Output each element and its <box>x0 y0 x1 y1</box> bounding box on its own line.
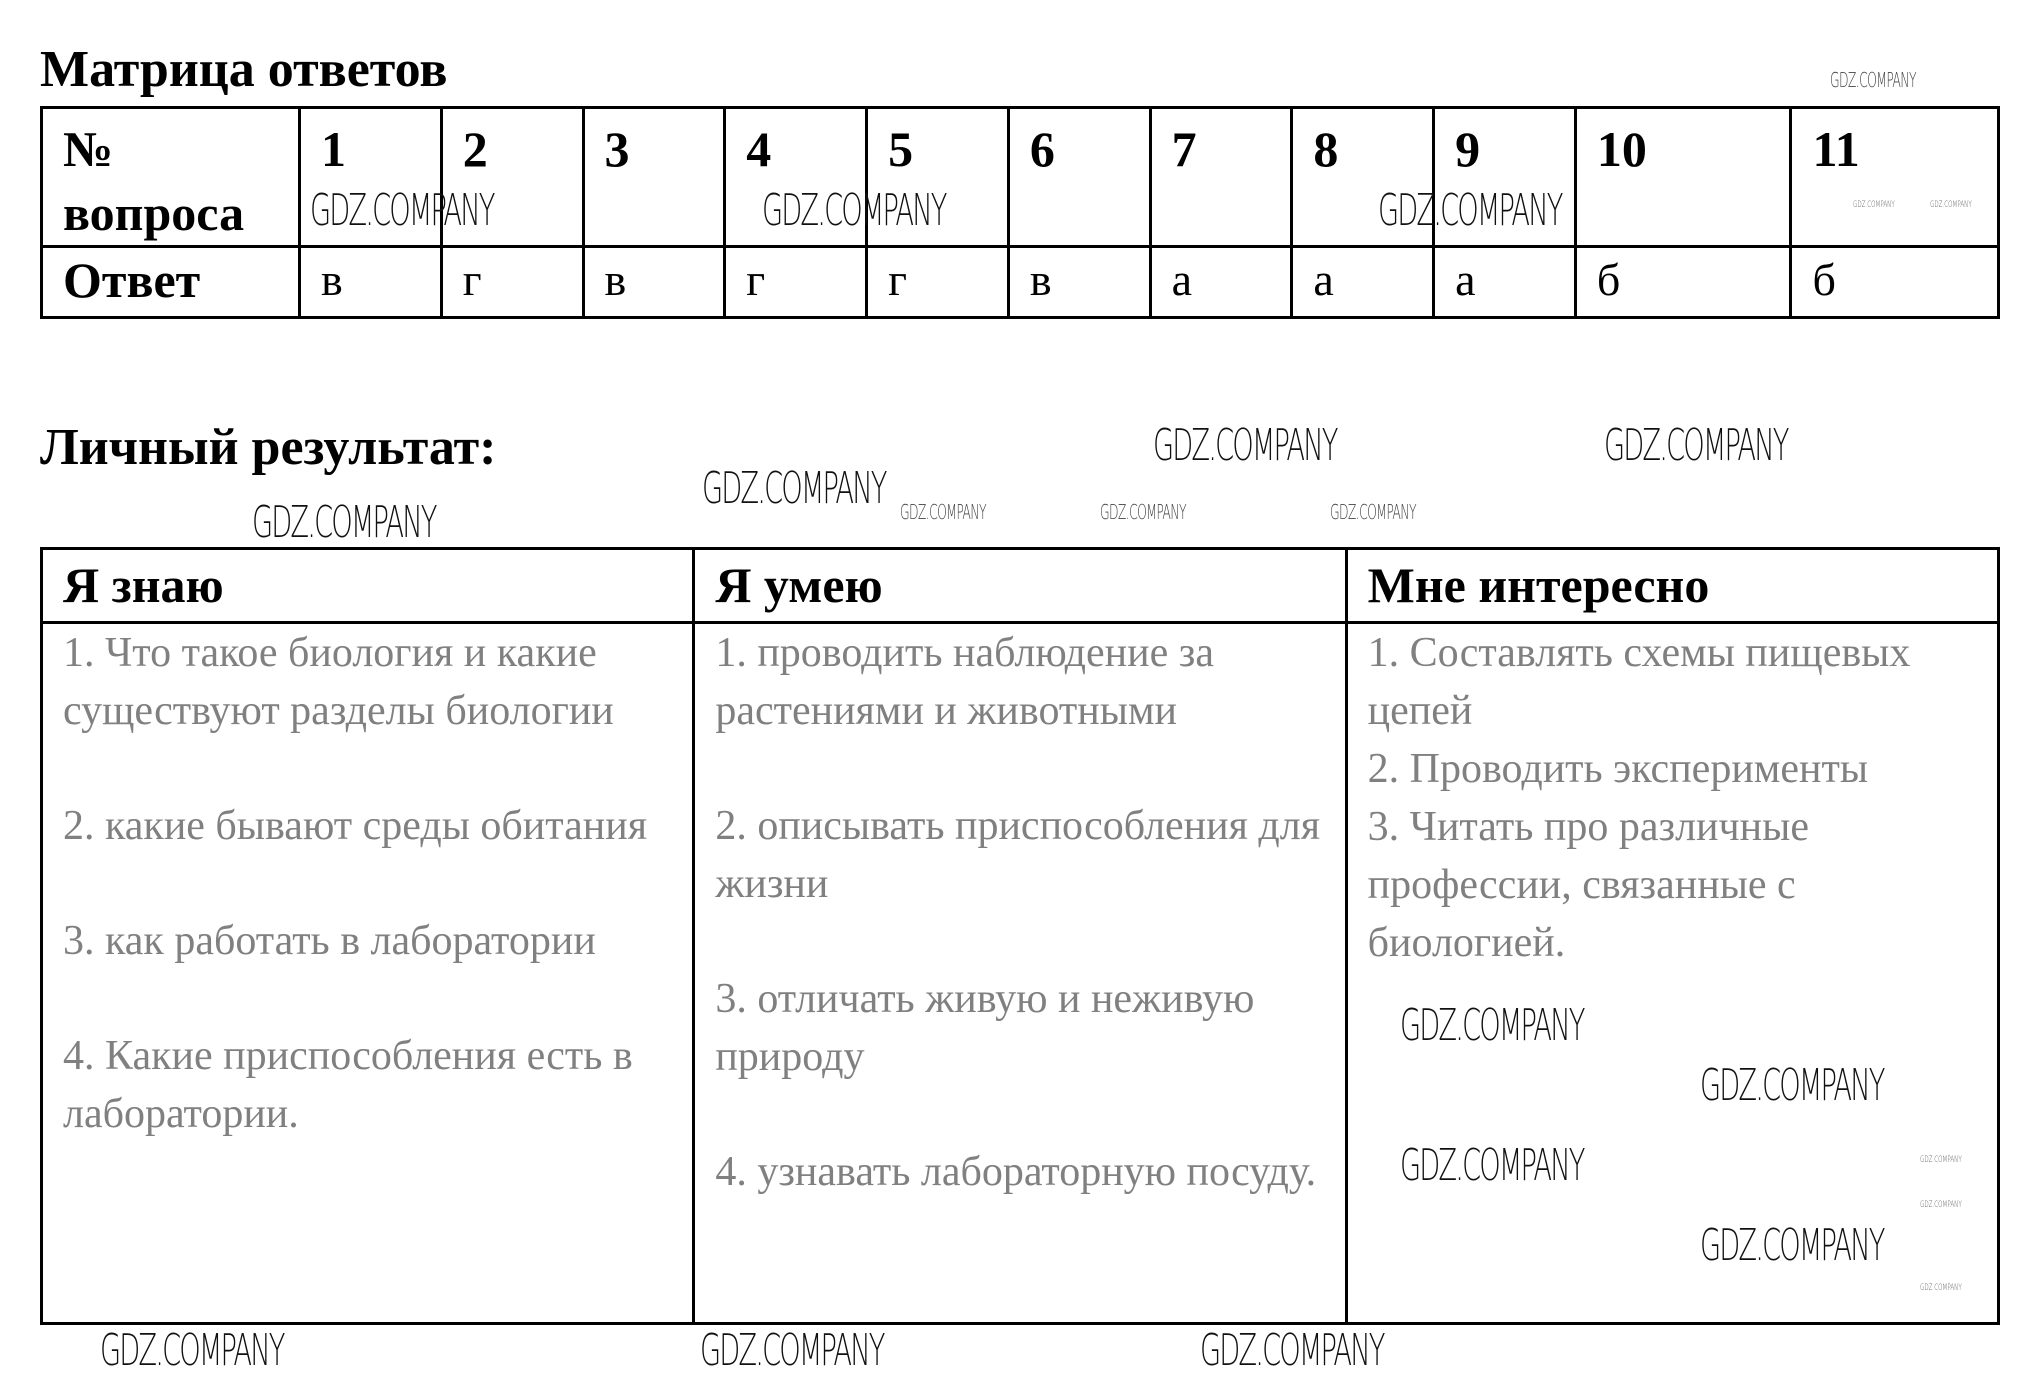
watermark: GDZ.COMPANY <box>1853 200 1895 210</box>
watermark: GDZ.COMPANY <box>1100 500 1187 524</box>
list-item: 3. как работать в лаборатории <box>63 918 596 964</box>
question-number: 10 <box>1573 106 1793 248</box>
column-content: 1. Что такое биология и какие существуют… <box>39 621 696 1325</box>
questions-row: № вопроса 1 2 3 4 5 6 7 8 9 10 11 <box>40 106 2000 248</box>
list-item: 4. узнавать лабораторную посуду. <box>715 1149 1317 1195</box>
list-item: 2. какие бывают среды обитания <box>63 803 648 849</box>
question-number: 2 <box>439 106 585 248</box>
list-item: 3. отличать живую и неживую природу <box>715 976 1255 1080</box>
question-label: № вопроса <box>40 106 301 248</box>
answer-cell: а <box>1148 245 1294 319</box>
column-content: 1. проводить наблюдение за растениями и … <box>692 621 1348 1325</box>
watermark: GDZ.COMPANY <box>1920 1283 1962 1293</box>
watermark: GDZ.COMPANY <box>700 1325 885 1376</box>
list-item: 1. Что такое биология и какие существуют… <box>63 630 614 734</box>
question-number: 7 <box>1148 106 1294 248</box>
answer-cell: в <box>298 245 443 319</box>
answer-cell: г <box>439 245 585 319</box>
watermark: GDZ.COMPANY <box>1700 1060 1885 1111</box>
watermark: GDZ.COMPANY <box>1153 420 1338 471</box>
watermark: GDZ.COMPANY <box>1930 200 1972 210</box>
answer-label: Ответ <box>40 245 301 319</box>
result-title: Личный результат: <box>40 419 497 476</box>
question-number: 9 <box>1432 106 1577 248</box>
watermark: GDZ.COMPANY <box>1700 1220 1885 1271</box>
list-item: 1. Составлять схемы пищевых цепей <box>1367 630 1911 734</box>
result-header-row: Я знаю Я умею Мне интересно <box>39 547 2001 624</box>
answer-cell: б <box>1573 245 1793 319</box>
answer-cell: в <box>1006 245 1152 319</box>
answer-cell: г <box>723 245 869 319</box>
list-item: 3. Читать про различные профессии, связа… <box>1367 804 1809 966</box>
column-header: Мне интересно <box>1344 547 2001 624</box>
answer-cell: а <box>1432 245 1577 319</box>
column-header: Я знаю <box>39 547 696 624</box>
list-item: 2. описывать приспособления для жизни <box>715 803 1321 907</box>
answer-cell: а <box>1290 245 1436 319</box>
question-number: 3 <box>581 106 727 248</box>
question-number: 1 <box>298 106 443 248</box>
personal-result-table: Я знаю Я умею Мне интересно 1. Что такое б… <box>39 547 2001 1325</box>
watermark: GDZ.COMPANY <box>100 1325 285 1376</box>
watermark: GDZ.COMPANY <box>1400 1140 1585 1191</box>
watermark: GDZ.COMPANY <box>1400 1000 1585 1051</box>
watermark: GDZ.COMPANY <box>702 463 887 514</box>
watermark: GDZ.COMPANY <box>310 185 495 236</box>
watermark: GDZ.COMPANY <box>1920 1200 1962 1210</box>
watermark: GDZ.COMPANY <box>1830 68 1917 92</box>
result-body-row: 1. Что такое биология и какие существуют… <box>39 621 2001 1325</box>
column-content: 1. Составлять схемы пищевых цепей 2. Пров… <box>1344 621 2001 1325</box>
answer-cell: г <box>865 245 1010 319</box>
watermark: GDZ.COMPANY <box>1378 185 1563 236</box>
watermark: GDZ.COMPANY <box>900 500 987 524</box>
question-number: 4 <box>723 106 869 248</box>
watermark: GDZ.COMPANY <box>1330 500 1417 524</box>
list-item: 2. Проводить эксперименты <box>1367 746 1869 792</box>
watermark: GDZ.COMPANY <box>1604 420 1789 471</box>
list-item: 1. проводить наблюдение за растениями и … <box>715 630 1214 734</box>
watermark: GDZ.COMPANY <box>1920 1155 1962 1165</box>
question-number: 6 <box>1006 106 1152 248</box>
watermark: GDZ.COMPANY <box>762 185 947 236</box>
watermark: GDZ.COMPANY <box>252 497 437 548</box>
column-header: Я умею <box>692 547 1348 624</box>
watermark: GDZ.COMPANY <box>1200 1325 1385 1376</box>
answer-cell: б <box>1789 245 2000 319</box>
answer-cell: в <box>581 245 727 319</box>
matrix-title: Матрица ответов <box>40 41 448 98</box>
question-number: 11 <box>1789 106 2000 248</box>
question-number: 8 <box>1290 106 1436 248</box>
list-item: 4. Какие приспособления есть в лаборатор… <box>63 1033 633 1137</box>
question-number: 5 <box>865 106 1010 248</box>
